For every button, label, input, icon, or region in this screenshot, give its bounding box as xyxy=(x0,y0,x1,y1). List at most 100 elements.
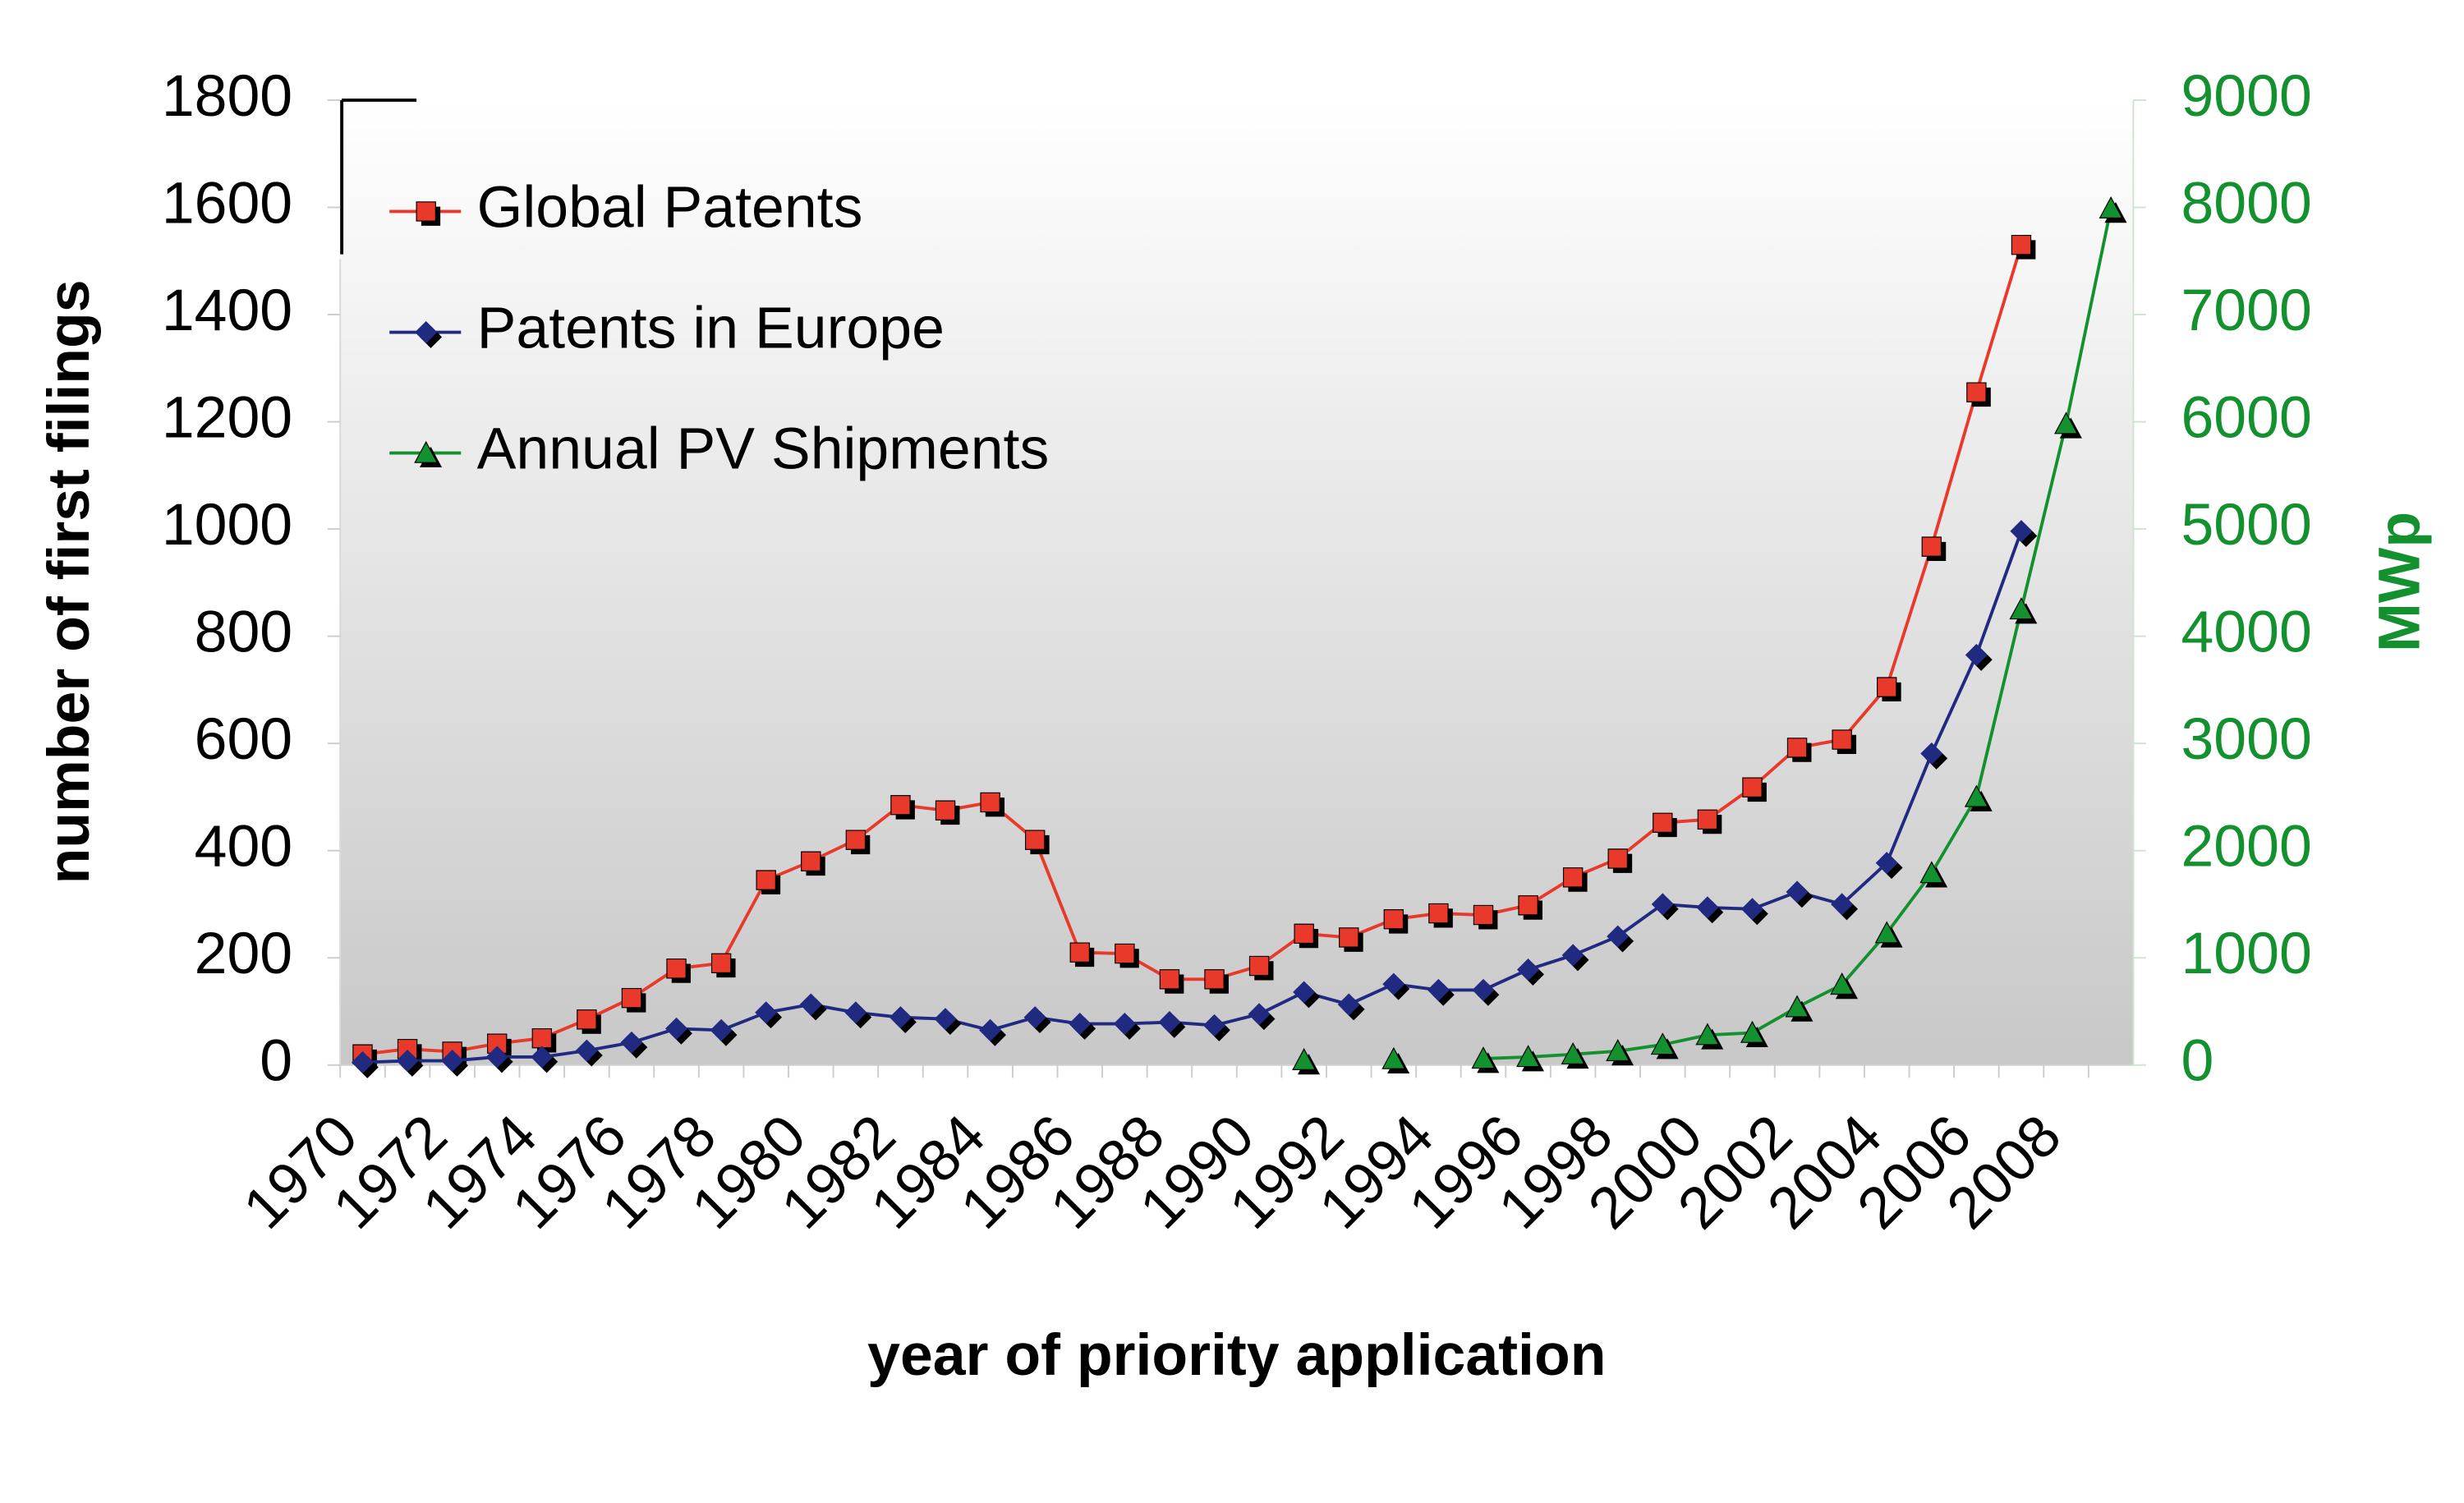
marker-face xyxy=(1965,643,1988,667)
marker-face xyxy=(889,1006,912,1029)
marker-face xyxy=(351,1050,375,1074)
data-point xyxy=(1785,995,1814,1022)
marker-face xyxy=(1920,742,1943,765)
y2-tick-label: 8000 xyxy=(2181,170,2311,236)
y-tick-label: 1200 xyxy=(162,384,292,450)
marker-face xyxy=(935,800,956,820)
y2-tick-label: 6000 xyxy=(2181,384,2311,450)
marker-face xyxy=(1877,677,1897,697)
y-tick-label: 800 xyxy=(195,600,292,665)
marker-face xyxy=(1248,955,1270,977)
y2-axis-title: MWp xyxy=(2366,512,2432,652)
data-point xyxy=(1742,777,1767,802)
legend-label: Global Patents xyxy=(477,174,863,240)
marker-face xyxy=(1202,1013,1226,1037)
marker-face xyxy=(414,440,439,463)
marker-face xyxy=(2009,597,2034,620)
data-point xyxy=(935,800,960,825)
data-point xyxy=(1919,861,1948,888)
data-point xyxy=(1382,972,1410,1000)
y-tick-label: 1000 xyxy=(162,492,292,558)
marker-face xyxy=(1381,1046,1406,1069)
marker-face xyxy=(1471,1046,1496,1069)
marker-face xyxy=(666,958,687,979)
marker-face xyxy=(415,320,438,344)
data-point xyxy=(1606,1039,1634,1066)
y-tick-label: 200 xyxy=(195,921,292,986)
data-point xyxy=(1695,1023,1724,1050)
data-point xyxy=(1874,921,1903,948)
data-point xyxy=(799,993,827,1021)
marker-face xyxy=(1740,1020,1765,1043)
marker-face xyxy=(1785,995,1809,1018)
data-point xyxy=(1877,677,1901,702)
marker-face xyxy=(485,1046,508,1069)
y2-tick-label: 1000 xyxy=(2181,921,2311,986)
data-point xyxy=(710,953,736,978)
data-point xyxy=(1159,969,1184,994)
data-point xyxy=(845,830,871,855)
marker-face xyxy=(397,1038,418,1059)
marker-face xyxy=(621,987,642,1009)
y2-tick-label: 7000 xyxy=(2181,278,2311,343)
data-point xyxy=(1204,969,1229,994)
data-point xyxy=(1115,943,1139,968)
y2-tick-label: 2000 xyxy=(2181,814,2311,880)
marker-face xyxy=(1204,969,1225,990)
marker-face xyxy=(1383,909,1404,930)
marker-face xyxy=(1651,893,1674,916)
marker-face xyxy=(396,1050,419,1073)
marker-face xyxy=(1832,729,1852,750)
marker-face xyxy=(1561,1041,1585,1064)
marker-face xyxy=(1516,1045,1541,1068)
marker-face xyxy=(1115,943,1135,964)
data-point xyxy=(980,792,1005,817)
data-point xyxy=(2099,196,2127,223)
data-point xyxy=(1518,895,1542,920)
y2-tick-label: 5000 xyxy=(2181,492,2311,558)
marker-face xyxy=(575,1039,598,1062)
y2-tick-label: 9000 xyxy=(2181,63,2311,129)
marker-face xyxy=(577,1009,597,1030)
plot-background xyxy=(340,99,2134,1065)
data-point xyxy=(710,1018,738,1046)
marker-face xyxy=(710,1018,733,1041)
marker-face xyxy=(1742,777,1763,797)
marker-face xyxy=(799,993,822,1016)
y2-tick-label: 4000 xyxy=(2181,600,2311,665)
marker-face xyxy=(1696,896,1719,919)
data-point xyxy=(1697,809,1722,834)
marker-face xyxy=(1473,904,1494,926)
marker-face xyxy=(1966,382,1987,402)
data-point xyxy=(1248,955,1274,981)
data-point xyxy=(2011,234,2036,260)
legend-label: Annual PV Shipments xyxy=(477,416,1050,482)
y-axis-title: number of first filings xyxy=(36,279,102,884)
corner-mark xyxy=(340,99,417,255)
marker-face xyxy=(1653,812,1673,833)
marker-face xyxy=(531,1046,554,1069)
data-point xyxy=(1339,927,1363,952)
marker-face xyxy=(1428,903,1449,924)
data-point xyxy=(2054,411,2082,439)
legend-marker xyxy=(414,440,443,468)
legend-item: Annual PV Shipments xyxy=(389,416,1049,482)
marker-face xyxy=(1650,1032,1675,1055)
data-point xyxy=(1966,382,1991,407)
data-point xyxy=(1786,738,1812,762)
data-point xyxy=(1607,848,1633,873)
marker-face xyxy=(1292,1047,1317,1070)
data-point xyxy=(1473,904,1498,930)
marker-face xyxy=(1339,927,1359,948)
marker-face xyxy=(1921,536,1942,557)
data-point xyxy=(1381,1046,1410,1074)
y-tick-label: 600 xyxy=(195,706,292,772)
y-tick-label: 1800 xyxy=(162,63,292,129)
marker-face xyxy=(1919,861,1944,884)
marker-face xyxy=(1337,993,1360,1016)
data-point xyxy=(531,1046,559,1073)
y-tick-label: 1400 xyxy=(162,278,292,343)
marker-face xyxy=(1695,1023,1720,1046)
marker-face xyxy=(1874,921,1899,944)
data-point xyxy=(396,1050,424,1077)
